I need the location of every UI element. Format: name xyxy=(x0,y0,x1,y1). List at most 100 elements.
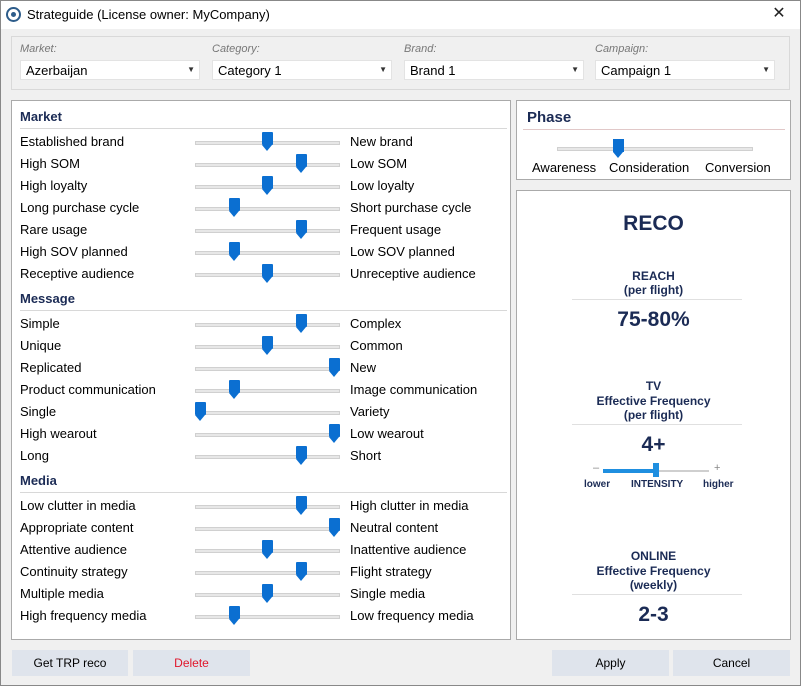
criteria-slider-thumb[interactable] xyxy=(329,518,340,537)
criteria-right-label: Low wearout xyxy=(350,426,424,441)
close-icon[interactable]: ✕ xyxy=(772,5,786,22)
criteria-slider-row: High frequency media Low frequency media xyxy=(20,605,510,627)
criteria-right-label: Variety xyxy=(350,404,390,419)
criteria-slider-thumb[interactable] xyxy=(195,402,206,421)
criteria-slider-row: Long Short xyxy=(20,445,510,467)
criteria-slider-row: Established brand New brand xyxy=(20,131,510,153)
criteria-left-label: Low clutter in media xyxy=(20,498,136,513)
tv-divider xyxy=(572,424,742,425)
criteria-slider-track[interactable] xyxy=(195,615,340,619)
criteria-slider-thumb[interactable] xyxy=(295,446,307,465)
criteria-right-label: Short xyxy=(350,448,382,463)
dropdown-arrow-icon: ▼ xyxy=(379,65,387,74)
criteria-left-label: High frequency media xyxy=(20,608,147,623)
criteria-slider-thumb[interactable] xyxy=(262,336,273,355)
criteria-left-label: Established brand xyxy=(20,134,125,149)
phase-label-awareness: Awareness xyxy=(532,160,597,175)
criteria-slider-thumb[interactable] xyxy=(228,198,240,217)
get-trp-reco-button[interactable]: Get TRP reco xyxy=(12,650,128,676)
criteria-slider-thumb[interactable] xyxy=(295,154,307,173)
criteria-left-label: Appropriate content xyxy=(20,520,134,535)
market-filter: Market: Azerbaijan ▼ xyxy=(20,43,200,80)
reco-panel: RECO REACH (per flight) 75-80% TV Effect… xyxy=(516,190,791,640)
criteria-slider-track[interactable] xyxy=(195,411,340,415)
criteria-right-label: Short purchase cycle xyxy=(350,200,472,215)
reach-value: 75-80% xyxy=(617,308,690,331)
criteria-left-label: Long xyxy=(20,448,49,463)
cancel-button[interactable]: Cancel xyxy=(673,650,790,676)
criteria-slider-thumb[interactable] xyxy=(262,540,273,559)
reach-divider xyxy=(572,299,742,300)
criteria-slider-track[interactable] xyxy=(195,323,340,327)
brand-select-value: Brand 1 xyxy=(410,63,456,78)
tv-frequency-sublabel: (per flight) xyxy=(623,408,684,422)
online-frequency-label: Effective Frequency xyxy=(596,564,711,578)
criteria-slider-thumb[interactable] xyxy=(329,424,340,443)
criteria-slider-track[interactable] xyxy=(195,433,340,437)
intensity-slider-fill xyxy=(603,469,656,473)
criteria-slider-track[interactable] xyxy=(195,389,340,393)
phase-slider-track[interactable] xyxy=(557,147,753,151)
target-icon xyxy=(6,7,21,22)
criteria-left-label: High SOM xyxy=(20,156,80,171)
criteria-slider-track[interactable] xyxy=(195,455,340,459)
criteria-slider-track[interactable] xyxy=(195,251,340,255)
criteria-slider-track[interactable] xyxy=(195,505,340,509)
brand-select[interactable]: Brand 1 ▼ xyxy=(404,60,584,80)
intensity-slider-thumb[interactable] xyxy=(653,463,659,477)
criteria-right-label: Common xyxy=(350,338,403,353)
criteria-slider-track[interactable] xyxy=(195,163,340,167)
category-filter-label: Category: xyxy=(212,43,260,55)
criteria-slider-track[interactable] xyxy=(195,207,340,211)
criteria-right-label: Single media xyxy=(350,586,426,601)
dropdown-arrow-icon: ▼ xyxy=(571,65,579,74)
apply-button[interactable]: Apply xyxy=(552,650,669,676)
category-select[interactable]: Category 1 ▼ xyxy=(212,60,392,80)
intensity-lower-label: lower xyxy=(584,479,611,490)
dropdown-arrow-icon: ▼ xyxy=(762,65,770,74)
phase-divider xyxy=(523,129,785,130)
section-title: Market xyxy=(20,109,62,124)
criteria-slider-thumb[interactable] xyxy=(262,132,273,151)
criteria-slider-track[interactable] xyxy=(195,527,340,531)
criteria-slider-row: Unique Common xyxy=(20,335,510,357)
criteria-slider-track[interactable] xyxy=(195,571,340,575)
criteria-slider-thumb[interactable] xyxy=(262,584,273,603)
criteria-slider-thumb[interactable] xyxy=(329,358,340,377)
criteria-slider-thumb[interactable] xyxy=(262,264,273,283)
criteria-slider-thumb[interactable] xyxy=(295,496,307,515)
reach-label: REACH xyxy=(632,269,675,283)
criteria-slider-thumb[interactable] xyxy=(295,314,307,333)
criteria-right-label: New brand xyxy=(350,134,413,149)
intensity-label: INTENSITY xyxy=(631,479,684,490)
criteria-slider-row: Attentive audience Inattentive audience xyxy=(20,539,510,561)
campaign-select[interactable]: Campaign 1 ▼ xyxy=(595,60,775,80)
criteria-right-label: High clutter in media xyxy=(350,498,469,513)
criteria-left-label: Replicated xyxy=(20,360,82,375)
criteria-slider-thumb[interactable] xyxy=(228,380,240,399)
delete-button[interactable]: Delete xyxy=(133,650,250,676)
criteria-slider-thumb[interactable] xyxy=(262,176,273,195)
online-label: ONLINE xyxy=(630,549,677,563)
section-divider xyxy=(20,492,507,493)
phase-slider-thumb[interactable] xyxy=(612,139,624,158)
criteria-left-label: Simple xyxy=(20,316,60,331)
online-frequency-sublabel: (weekly) xyxy=(629,578,678,592)
market-select-value: Azerbaijan xyxy=(26,63,88,78)
criteria-panel: Market Established brand New brand High SOM… xyxy=(11,100,511,640)
criteria-slider-thumb[interactable] xyxy=(295,562,307,581)
market-select[interactable]: Azerbaijan ▼ xyxy=(20,60,200,80)
criteria-slider-thumb[interactable] xyxy=(228,242,240,261)
criteria-slider-track[interactable] xyxy=(195,229,340,233)
title-bar: Strateguide (License owner: MyCompany) ✕ xyxy=(1,1,800,29)
criteria-slider-row: Continuity strategy Flight strategy xyxy=(20,561,510,583)
criteria-slider-thumb[interactable] xyxy=(228,606,240,625)
criteria-slider-row: Receptive audience Unreceptive audience xyxy=(20,263,510,285)
criteria-slider-track[interactable] xyxy=(195,367,340,371)
criteria-slider-row: Replicated New xyxy=(20,357,510,379)
criteria-slider-thumb[interactable] xyxy=(295,220,307,239)
online-divider xyxy=(572,594,742,595)
window-title: Strateguide (License owner: MyCompany) xyxy=(27,7,270,22)
section-title: Message xyxy=(20,291,75,306)
online-value: 2-3 xyxy=(638,603,669,626)
